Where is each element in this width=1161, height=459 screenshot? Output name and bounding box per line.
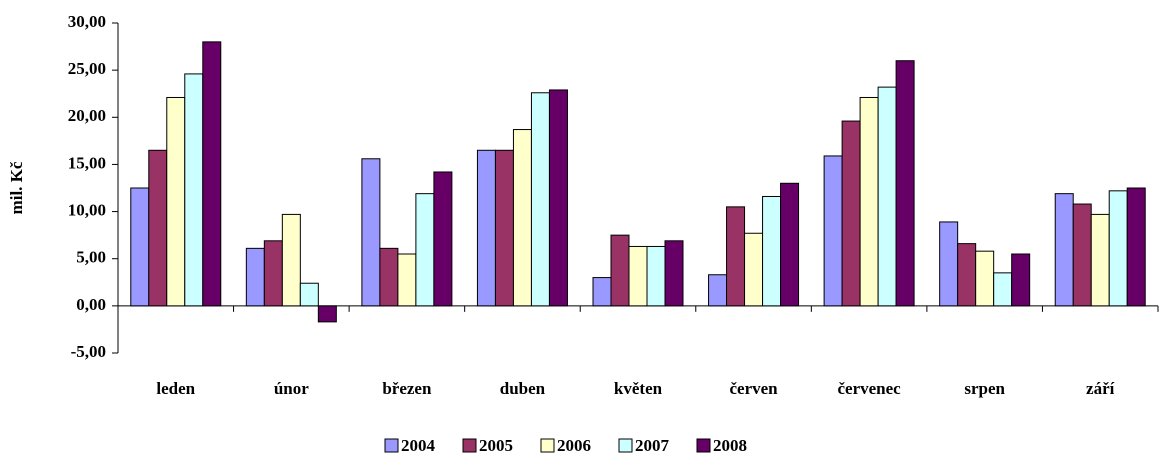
y-tick-label: 30,00 bbox=[68, 12, 106, 31]
bar bbox=[379, 247, 399, 307]
bar bbox=[263, 240, 283, 307]
bar bbox=[1011, 253, 1031, 307]
bar bbox=[823, 155, 843, 307]
x-tick-label: únor bbox=[274, 379, 309, 398]
legend-swatch bbox=[462, 438, 477, 453]
x-tick-label: červenec bbox=[837, 379, 901, 398]
legend-swatch bbox=[618, 438, 633, 453]
bar bbox=[708, 274, 728, 307]
bar bbox=[592, 277, 612, 307]
y-tick-label: 5,00 bbox=[76, 248, 106, 267]
bar bbox=[317, 305, 337, 323]
bar bbox=[877, 86, 897, 307]
bar bbox=[166, 96, 186, 307]
bar bbox=[895, 60, 915, 307]
y-tick-label: 15,00 bbox=[68, 153, 106, 172]
bar bbox=[148, 149, 168, 307]
bar bbox=[433, 171, 453, 307]
bar bbox=[646, 245, 666, 307]
x-tick-label: září bbox=[1086, 379, 1115, 398]
y-tick-label: 0,00 bbox=[76, 295, 106, 314]
bar bbox=[841, 120, 861, 307]
bar bbox=[610, 234, 630, 307]
y-tick-label: -5,00 bbox=[71, 342, 106, 361]
bar bbox=[957, 243, 977, 307]
x-tick-label: srpen bbox=[964, 379, 1005, 398]
y-tick-label: 20,00 bbox=[68, 106, 106, 125]
x-tick-label: březen bbox=[382, 379, 432, 398]
y-tick-label: 10,00 bbox=[68, 200, 106, 219]
bar bbox=[476, 149, 496, 307]
bar bbox=[1108, 190, 1128, 307]
bar bbox=[628, 245, 648, 307]
bar bbox=[762, 195, 782, 307]
legend-swatch bbox=[384, 438, 399, 453]
bar bbox=[859, 96, 879, 307]
bar bbox=[494, 149, 514, 307]
bar bbox=[1126, 187, 1146, 307]
bar bbox=[1090, 213, 1110, 307]
y-axis-label: mil. Kč bbox=[7, 161, 26, 214]
legend-label: 2004 bbox=[401, 436, 436, 455]
bar bbox=[744, 232, 764, 307]
bar bbox=[299, 282, 319, 307]
legend-label: 2005 bbox=[479, 436, 513, 455]
bar bbox=[530, 92, 550, 307]
bar bbox=[281, 213, 301, 307]
bar bbox=[975, 250, 995, 307]
bar bbox=[1072, 203, 1092, 307]
bar bbox=[415, 193, 435, 307]
bar bbox=[664, 240, 684, 307]
bar bbox=[361, 158, 381, 307]
bar bbox=[202, 41, 222, 307]
x-tick-label: leden bbox=[156, 379, 195, 398]
bar bbox=[184, 73, 204, 307]
x-tick-label: červen bbox=[729, 379, 778, 398]
x-tick-label: duben bbox=[500, 379, 546, 398]
x-tick-label: květen bbox=[614, 379, 663, 398]
legend-swatch bbox=[696, 438, 711, 453]
legend-label: 2007 bbox=[635, 436, 670, 455]
bar bbox=[939, 221, 959, 307]
bar bbox=[1054, 193, 1074, 307]
bar bbox=[130, 187, 150, 307]
legend-swatch bbox=[540, 438, 555, 453]
y-tick-label: 25,00 bbox=[68, 59, 106, 78]
bar bbox=[993, 272, 1013, 307]
bar bbox=[548, 89, 568, 307]
bar bbox=[512, 129, 532, 307]
bar bbox=[780, 182, 800, 307]
bar bbox=[245, 247, 265, 307]
bar bbox=[397, 253, 417, 307]
bar bbox=[726, 206, 746, 307]
legend-label: 2006 bbox=[557, 436, 591, 455]
legend-label: 2008 bbox=[713, 436, 747, 455]
